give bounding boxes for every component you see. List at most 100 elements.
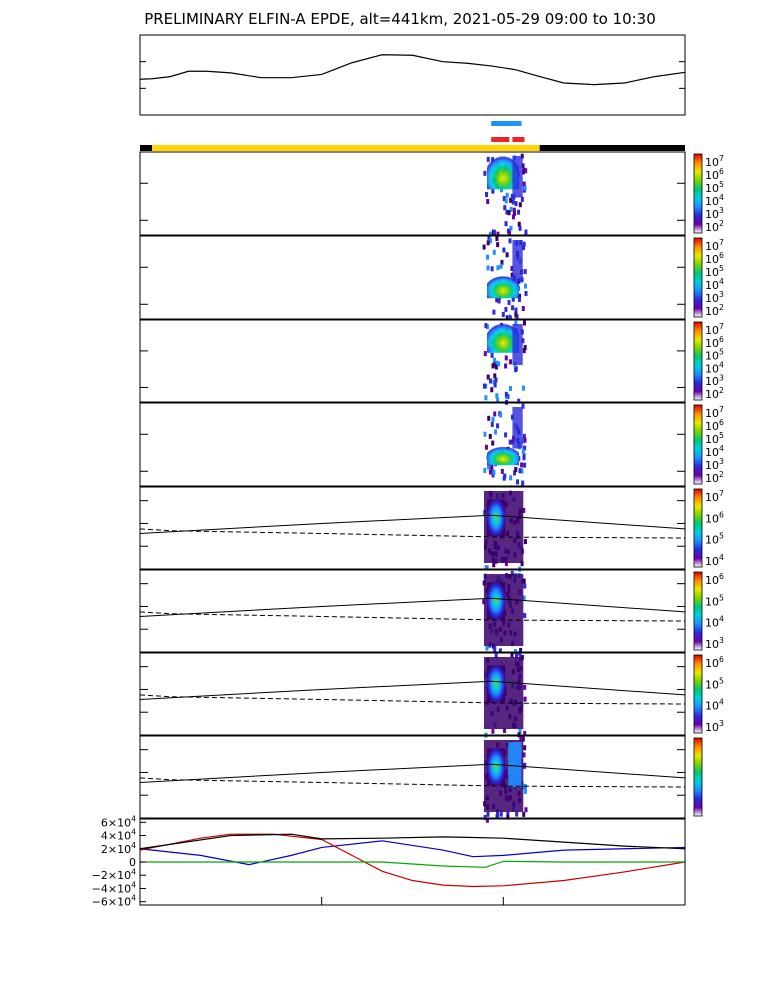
spectrogram-pixel (496, 265, 500, 271)
spectrogram-pixel (490, 266, 494, 272)
spectrogram-pixel (487, 464, 491, 470)
spectrogram-pixel (483, 814, 487, 820)
spectrogram-pixel (502, 247, 506, 253)
spectrogram-pixel (491, 363, 495, 369)
spectrogram-pixel (517, 398, 521, 404)
spectrogram-pixel (489, 378, 493, 384)
spectrogram-pixel (491, 188, 495, 194)
spectrogram-pixel (504, 355, 508, 361)
colorbar-tick-label: 102 (705, 386, 724, 401)
spectrogram-flux-blob (512, 156, 523, 198)
colorbar-tick-label: 107 (705, 489, 724, 504)
spectrogram-pixel (508, 385, 512, 391)
spectrogram-pixel (486, 265, 490, 271)
spectrogram-pixel (505, 252, 509, 258)
colorbar (693, 404, 703, 485)
spectrogram-pixel (498, 648, 502, 654)
colorbar-tick-label: 102 (705, 303, 724, 318)
anti-loss-cone-line (139, 611, 686, 622)
spectrogram-pixel (518, 225, 522, 231)
anti-loss-cone-line (139, 528, 686, 539)
spectrogram-pixel (500, 468, 504, 474)
spectrogram-pixel (503, 728, 507, 734)
spectrogram-pixel (508, 359, 512, 365)
spectrogram-pixel (506, 811, 510, 817)
spectrogram-pixel (504, 221, 508, 227)
spectrogram-pixel (523, 613, 527, 619)
spectrogram-frame (139, 235, 686, 320)
spectrogram-pixel (523, 462, 527, 468)
spectrogram-pixel (512, 210, 516, 216)
spectrogram-pixel (483, 170, 487, 176)
spectrogram-pixel (496, 397, 500, 403)
spectrogram-pixel (486, 199, 490, 205)
spectrogram-pixel (514, 312, 518, 318)
colorbar-tick-label: 105 (705, 180, 724, 195)
spectrogram-pixel (505, 315, 509, 321)
spectrogram-pixel (491, 440, 495, 446)
anti-loss-cone-line (139, 777, 686, 788)
spectrogram-pixel (494, 429, 498, 435)
spectrogram-pixel (493, 357, 497, 363)
colorbar-tick-label: 107 (705, 154, 724, 169)
spectrogram-pixel (482, 599, 486, 605)
spectrogram-pixel (518, 202, 522, 208)
spectrogram-pixel (503, 205, 507, 211)
spectrogram-pixel (484, 565, 488, 571)
spectrogram-pixel (524, 291, 528, 297)
spectrogram-pixel (516, 479, 520, 485)
igrf-series-line (139, 833, 686, 888)
spectrogram-pixel (518, 293, 522, 299)
spectrogram-flux-blob (486, 665, 506, 703)
spectrogram-pixel (519, 647, 523, 653)
spectrogram-pixel (502, 196, 506, 202)
spectrogram-pixel (488, 469, 492, 475)
spectrogram-pixel (494, 653, 498, 659)
spectrogram-pixel (513, 470, 517, 476)
spectrogram-pixel (521, 480, 525, 486)
spectrogram-pixel (484, 395, 488, 401)
proxy-ae-frame (139, 34, 686, 116)
colorbar-tick-label: 102 (705, 470, 724, 485)
spectrogram-pixel (504, 306, 508, 312)
spectrogram-pixel (495, 297, 499, 303)
igrf-series-line (140, 860, 685, 868)
spectrogram-pixel (510, 193, 514, 199)
colorbar-tick-label: 107 (705, 238, 724, 253)
spectrogram-pixel (523, 696, 527, 702)
spectrogram-pixel (521, 403, 525, 409)
spectrogram-pixel (522, 595, 526, 601)
loss-cone-line (139, 680, 686, 700)
spectrogram-pixel (517, 297, 521, 303)
spectrogram-pixel (521, 245, 525, 251)
spectrogram-pixel (509, 475, 513, 481)
colorbar (693, 737, 703, 817)
spectrogram-pixel (490, 421, 494, 427)
spectrogram-pixel (507, 299, 511, 305)
spectrogram-pixel (505, 209, 509, 215)
spectrogram-pixel (522, 507, 526, 513)
spectrogram-pixel (496, 423, 500, 429)
colorbar-tick-label: 103 (705, 290, 724, 305)
spectrogram-pixel (521, 338, 525, 344)
spectrogram-pixel (522, 433, 526, 439)
spectrogram-pixel (515, 653, 519, 659)
spectrogram-pixel (511, 305, 515, 311)
spectrogram-pixel (521, 169, 525, 175)
spectrogram-frame (139, 486, 686, 570)
spectrogram-pixel (522, 578, 526, 584)
spectrogram-pixel (499, 263, 503, 269)
igrf-ytick-label: −2×104 (92, 867, 136, 882)
spectrogram-pixel (492, 562, 496, 568)
spectrogram-pixel (508, 315, 512, 321)
spectrogram-pixel (517, 209, 521, 215)
colorbar-tick-label: 107 (705, 322, 724, 337)
spectrogram-pixel (492, 469, 496, 475)
spectrogram-pixel (495, 236, 499, 242)
proxy-ae-line (139, 54, 686, 86)
figure-title: PRELIMINARY ELFIN-A EPDE, alt=441km, 202… (144, 10, 656, 28)
spectrogram-pixel (497, 361, 501, 367)
